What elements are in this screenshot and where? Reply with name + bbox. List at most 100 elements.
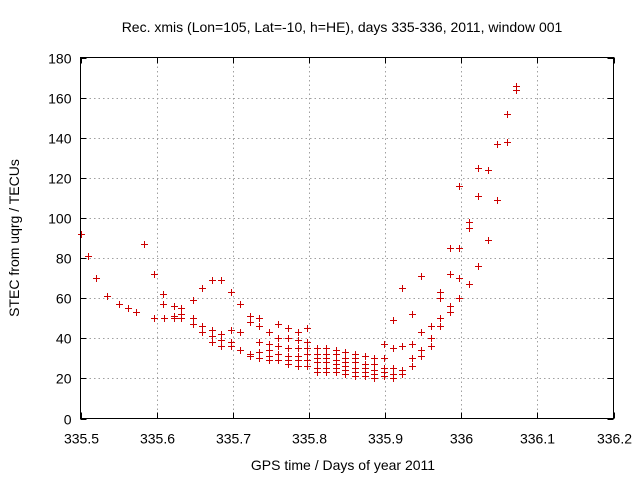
data-point (418, 347, 425, 354)
data-point (151, 271, 158, 278)
data-point (323, 359, 330, 366)
data-point (209, 339, 216, 346)
y-tick-label: 80 (56, 251, 72, 267)
data-point (513, 87, 520, 94)
data-point (390, 365, 397, 372)
data-point (133, 309, 140, 316)
data-point (125, 305, 132, 312)
data-point (437, 323, 444, 330)
x-tick-label: 335.7 (216, 431, 251, 447)
x-tick-label: 335.8 (292, 431, 327, 447)
data-point (285, 335, 292, 342)
data-point (362, 353, 369, 360)
x-tick-label: 336.1 (520, 431, 555, 447)
plot-frame (80, 57, 614, 419)
data-point (504, 139, 511, 146)
data-point (390, 317, 397, 324)
data-point (237, 347, 244, 354)
data-point (190, 315, 197, 322)
data-point (409, 311, 416, 318)
data-point (256, 323, 263, 330)
data-point (418, 353, 425, 360)
data-point (352, 373, 359, 380)
data-point (160, 291, 167, 298)
data-point (494, 197, 501, 204)
data-point (333, 369, 340, 376)
data-point (266, 357, 273, 364)
data-point (199, 329, 206, 336)
data-point (256, 315, 263, 322)
data-point (295, 337, 302, 344)
data-point (485, 167, 492, 174)
data-point (209, 327, 216, 334)
data-point (437, 289, 444, 296)
data-point (437, 315, 444, 322)
data-point (399, 343, 406, 350)
data-point (304, 357, 311, 364)
y-axis-label: STEC from uqrg / TECUs (6, 159, 22, 317)
data-point (116, 301, 123, 308)
y-tick-label: 160 (48, 91, 72, 107)
data-point (256, 355, 263, 362)
y-tick-label: 20 (56, 371, 72, 387)
data-point (390, 345, 397, 352)
y-tick-label: 100 (48, 211, 72, 227)
data-point (275, 321, 282, 328)
data-point (475, 263, 482, 270)
y-tick-label: 0 (64, 412, 72, 428)
data-point (151, 315, 158, 322)
data-point (199, 323, 206, 330)
data-point (266, 329, 273, 336)
data-point (228, 289, 235, 296)
data-point (190, 321, 197, 328)
data-point (304, 363, 311, 370)
data-point (160, 301, 167, 308)
grid-lines (80, 57, 614, 419)
data-point (447, 309, 454, 316)
data-point (428, 343, 435, 350)
data-point (247, 313, 254, 320)
data-point (371, 361, 378, 368)
chart-title: Rec. xmis (Lon=105, Lat=-10, h=HE), days… (122, 19, 563, 35)
data-point (428, 335, 435, 342)
data-point (190, 297, 197, 304)
data-point (141, 241, 148, 248)
x-tick-label: 336 (450, 431, 474, 447)
data-point (295, 345, 302, 352)
data-point (304, 325, 311, 332)
data-point (333, 351, 340, 358)
data-point (237, 301, 244, 308)
data-point (228, 327, 235, 334)
data-point (275, 335, 282, 342)
x-axis-label: GPS time / Days of year 2011 (251, 457, 435, 473)
data-point (447, 303, 454, 310)
data-point (304, 351, 311, 358)
data-point (390, 375, 397, 382)
data-point (237, 329, 244, 336)
x-tick-label: 335.6 (140, 431, 175, 447)
data-point (418, 329, 425, 336)
data-point (171, 303, 178, 310)
data-point (85, 253, 92, 260)
data-point (256, 349, 263, 356)
data-point (437, 295, 444, 302)
data-point (314, 359, 321, 366)
data-point (247, 319, 254, 326)
data-point (218, 337, 225, 344)
y-axis-tick-labels: 0 20 40 60 80 100 120 140 160 180 (48, 51, 72, 428)
data-point (161, 315, 168, 322)
data-point (409, 341, 416, 348)
data-point (409, 355, 416, 362)
data-point (285, 361, 292, 368)
data-point (314, 369, 321, 376)
data-point (428, 323, 435, 330)
data-point (466, 225, 473, 232)
data-point (314, 345, 321, 352)
data-point (466, 219, 473, 226)
data-point (218, 331, 225, 338)
data-point (485, 237, 492, 244)
data-point (295, 363, 302, 370)
data-point (266, 341, 273, 348)
data-point (466, 281, 473, 288)
